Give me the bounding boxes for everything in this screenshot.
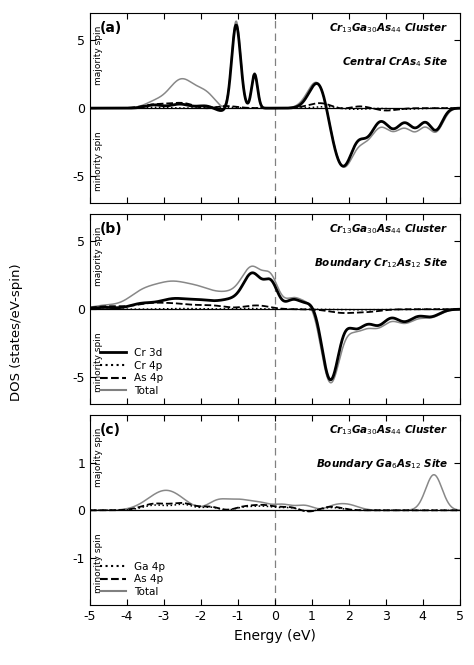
Text: majority spin: majority spin [94, 428, 103, 487]
Text: Boundary Cr$_{12}$As$_{12}$ Site: Boundary Cr$_{12}$As$_{12}$ Site [314, 256, 449, 270]
Text: Boundary Ga$_6$As$_{12}$ Site: Boundary Ga$_6$As$_{12}$ Site [316, 458, 449, 471]
Text: (a): (a) [99, 21, 121, 35]
Text: majority spin: majority spin [94, 25, 103, 84]
Text: Cr$_{13}$Ga$_{30}$As$_{44}$ Cluster: Cr$_{13}$Ga$_{30}$As$_{44}$ Cluster [329, 423, 449, 437]
Legend: Ga 4p, As 4p, Total: Ga 4p, As 4p, Total [99, 561, 166, 598]
Text: (c): (c) [99, 423, 120, 437]
Text: (b): (b) [99, 222, 122, 236]
Text: minority spin: minority spin [94, 533, 103, 593]
Text: majority spin: majority spin [94, 226, 103, 286]
Text: DOS (states/eV-spin): DOS (states/eV-spin) [10, 264, 23, 401]
Text: minority spin: minority spin [94, 132, 103, 191]
Text: minority spin: minority spin [94, 332, 103, 392]
Text: Cr$_{13}$Ga$_{30}$As$_{44}$ Cluster: Cr$_{13}$Ga$_{30}$As$_{44}$ Cluster [329, 21, 449, 35]
Text: Cr$_{13}$Ga$_{30}$As$_{44}$ Cluster: Cr$_{13}$Ga$_{30}$As$_{44}$ Cluster [329, 222, 449, 236]
Legend: Cr 3d, Cr 4p, As 4p, Total: Cr 3d, Cr 4p, As 4p, Total [99, 347, 164, 397]
Text: Central CrAs$_4$ Site: Central CrAs$_4$ Site [342, 55, 449, 69]
X-axis label: Energy (eV): Energy (eV) [234, 628, 316, 642]
